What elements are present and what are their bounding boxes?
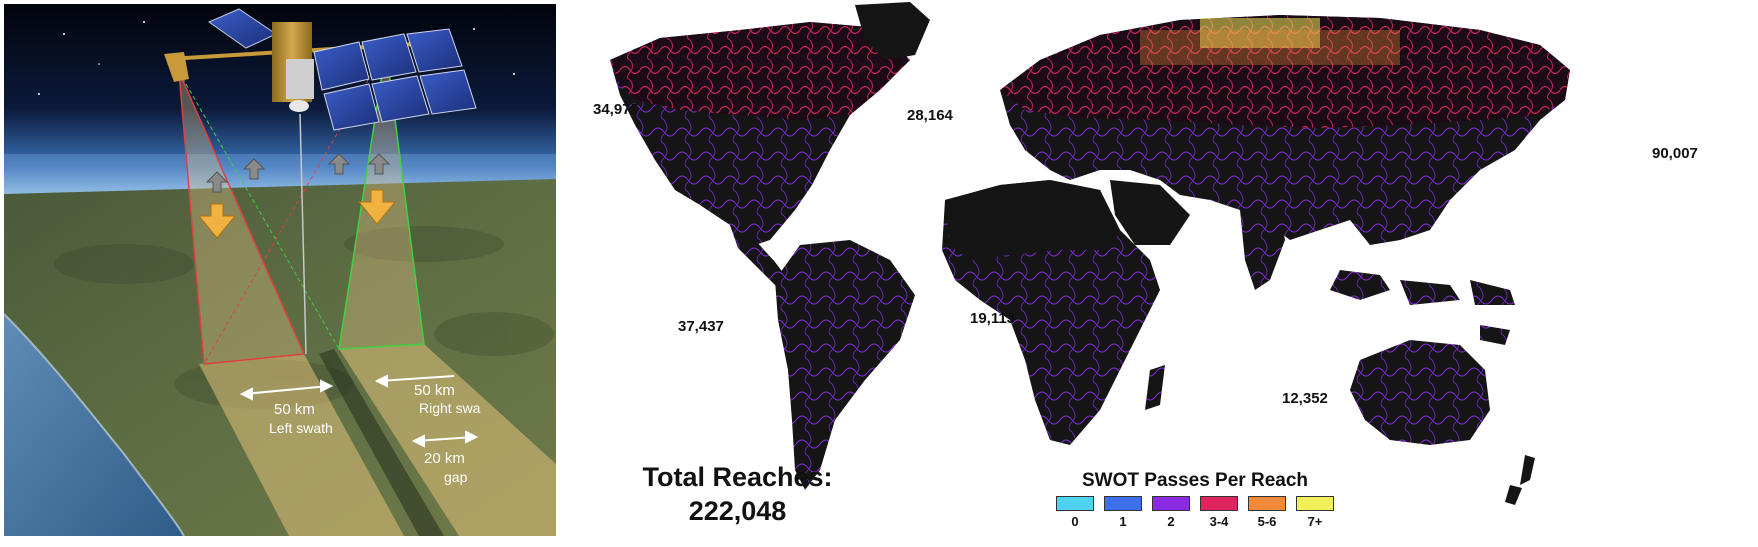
legend-item: 0 <box>1054 496 1096 529</box>
legend-label: 1 <box>1119 514 1127 529</box>
ocean <box>4 314 184 536</box>
right-swath-label: Right swa <box>419 400 481 416</box>
legend-swatch <box>1056 496 1094 511</box>
right-swath-width-label: 50 km <box>414 382 455 399</box>
right-swath <box>339 344 556 536</box>
gap-label: gap <box>444 469 468 485</box>
legend-title: SWOT Passes Per Reach <box>1082 470 1308 491</box>
legend-swatch <box>1200 496 1238 511</box>
legend-items: 0 1 2 3-4 5-6 7+ <box>1050 496 1340 529</box>
region-count-south-america: 37,437 <box>678 318 724 335</box>
nadir-gap <box>319 349 444 536</box>
region-count-north-america: 34,975 <box>593 101 639 118</box>
legend: SWOT Passes Per Reach 0 1 2 3-4 5-6 <box>1050 470 1340 529</box>
legend-label: 2 <box>1167 514 1175 529</box>
region-count-africa: 19,113 <box>970 310 1016 327</box>
africa <box>942 180 1165 445</box>
total-reaches-value: 222,048 <box>688 496 787 526</box>
south-america <box>775 240 915 490</box>
legend-item: 3-4 <box>1198 496 1240 529</box>
legend-item: 5-6 <box>1246 496 1288 529</box>
legend-label: 7+ <box>1307 514 1323 529</box>
legend-item: 1 <box>1102 496 1144 529</box>
swot-satellite-illustration: 50 km Left swath 50 km Right swa 20 km g… <box>3 4 556 537</box>
swot-passes-world-map: 34,975 28,164 90,007 37,437 19,113 12,35… <box>580 0 1758 542</box>
stars <box>38 21 515 95</box>
legend-swatch <box>1296 496 1334 511</box>
gap-width-label: 20 km <box>424 450 465 467</box>
oceania <box>1350 325 1535 505</box>
legend-swatch <box>1248 496 1286 511</box>
total-reaches-label: Total Reaches: <box>642 462 833 492</box>
region-count-oceania: 12,352 <box>1282 390 1328 407</box>
satellite-scene <box>3 4 556 537</box>
legend-swatch <box>1104 496 1142 511</box>
legend-item: 7+ <box>1294 496 1336 529</box>
left-swath-width-label: 50 km <box>274 401 315 418</box>
legend-label: 3-4 <box>1209 514 1229 529</box>
total-reaches: Total Reaches: 222,048 <box>625 460 850 528</box>
world-map <box>610 2 1570 505</box>
eurasia <box>1000 15 1570 305</box>
region-count-europe: 28,164 <box>907 107 953 124</box>
legend-swatch <box>1152 496 1190 511</box>
left-swath-label: Left swath <box>269 420 333 436</box>
left-swath <box>199 354 404 536</box>
legend-item: 2 <box>1150 496 1192 529</box>
legend-label: 5-6 <box>1257 514 1277 529</box>
satellite-icon <box>164 8 477 131</box>
legend-label: 0 <box>1071 514 1079 529</box>
region-count-asia: 90,007 <box>1652 145 1698 162</box>
